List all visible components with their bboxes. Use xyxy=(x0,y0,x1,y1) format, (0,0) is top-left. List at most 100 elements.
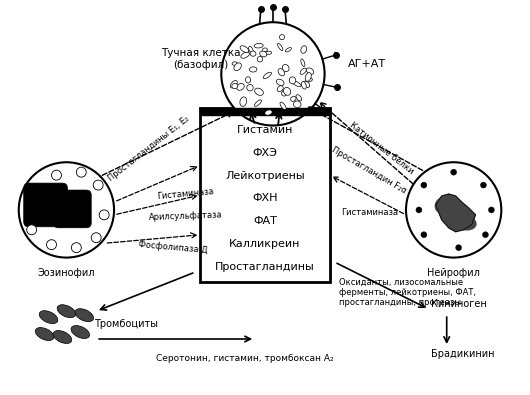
Ellipse shape xyxy=(39,310,58,324)
Text: Кининоген: Кининоген xyxy=(431,299,487,309)
Ellipse shape xyxy=(284,87,291,95)
Ellipse shape xyxy=(234,63,241,71)
Ellipse shape xyxy=(257,56,263,62)
Text: Катионные белки: Катионные белки xyxy=(348,120,415,176)
Ellipse shape xyxy=(281,90,287,96)
Ellipse shape xyxy=(237,83,244,90)
Circle shape xyxy=(26,225,37,235)
Ellipse shape xyxy=(240,46,249,53)
Ellipse shape xyxy=(300,68,306,74)
Ellipse shape xyxy=(290,96,296,102)
Circle shape xyxy=(421,232,427,238)
Text: Оксиданты, лизосомальные
ферменты, лейкотриены, ФАТ,
простагландины, протеазы: Оксиданты, лизосомальные ферменты, лейко… xyxy=(340,277,476,307)
Bar xyxy=(200,108,330,115)
Ellipse shape xyxy=(245,77,251,83)
Ellipse shape xyxy=(296,95,302,101)
Text: Эозинофил: Эозинофил xyxy=(38,267,95,278)
Ellipse shape xyxy=(241,52,250,58)
Circle shape xyxy=(406,162,501,258)
Text: Гистаминаза: Гистаминаза xyxy=(341,209,398,217)
Circle shape xyxy=(222,22,324,126)
Ellipse shape xyxy=(255,88,263,96)
Ellipse shape xyxy=(57,305,76,318)
Circle shape xyxy=(456,245,462,250)
Ellipse shape xyxy=(301,46,307,53)
Text: Простагландины Е₁, Е₂: Простагландины Е₁, Е₂ xyxy=(107,114,191,183)
Circle shape xyxy=(482,232,489,238)
Text: Серотонин, гистамин, тромбоксан А₂: Серотонин, гистамин, тромбоксан А₂ xyxy=(156,354,333,363)
Circle shape xyxy=(72,243,81,253)
Ellipse shape xyxy=(250,51,256,56)
Ellipse shape xyxy=(263,72,271,79)
Ellipse shape xyxy=(292,81,301,87)
Ellipse shape xyxy=(264,51,271,55)
Text: Гистаминаза: Гистаминаза xyxy=(157,187,215,201)
Text: АГ+АТ: АГ+АТ xyxy=(348,59,386,69)
Text: Тучная клетка
(базофил): Тучная клетка (базофил) xyxy=(161,48,240,70)
Circle shape xyxy=(51,170,61,180)
Text: Гистамин: Гистамин xyxy=(237,125,293,135)
Ellipse shape xyxy=(306,68,314,74)
FancyBboxPatch shape xyxy=(24,183,67,227)
Circle shape xyxy=(481,182,487,188)
FancyBboxPatch shape xyxy=(54,190,91,228)
Ellipse shape xyxy=(254,43,263,48)
Text: ФАТ: ФАТ xyxy=(253,216,277,226)
Ellipse shape xyxy=(278,69,285,76)
Ellipse shape xyxy=(262,48,267,52)
Ellipse shape xyxy=(277,86,283,92)
Text: Простагландин F₂α: Простагландин F₂α xyxy=(330,145,408,195)
Ellipse shape xyxy=(247,85,253,91)
Ellipse shape xyxy=(435,196,456,214)
Circle shape xyxy=(76,167,86,177)
Ellipse shape xyxy=(232,83,238,88)
Ellipse shape xyxy=(71,325,90,339)
Text: Нейрофил: Нейрофил xyxy=(427,267,480,278)
Bar xyxy=(200,108,330,282)
Circle shape xyxy=(421,182,427,188)
Text: Брадикинин: Брадикинин xyxy=(431,349,494,359)
Ellipse shape xyxy=(232,62,237,65)
Ellipse shape xyxy=(303,81,310,87)
Circle shape xyxy=(450,169,457,175)
Text: Простагландины: Простагландины xyxy=(215,262,315,272)
Ellipse shape xyxy=(278,43,283,51)
Ellipse shape xyxy=(75,308,94,322)
Ellipse shape xyxy=(276,79,284,85)
Ellipse shape xyxy=(265,110,272,115)
Ellipse shape xyxy=(240,97,246,106)
Ellipse shape xyxy=(280,102,286,110)
Text: ФХЭ: ФХЭ xyxy=(252,148,278,158)
Ellipse shape xyxy=(302,81,306,89)
Ellipse shape xyxy=(289,77,296,84)
Circle shape xyxy=(416,207,422,213)
Circle shape xyxy=(489,207,494,213)
Ellipse shape xyxy=(294,101,301,107)
Ellipse shape xyxy=(305,73,311,81)
Ellipse shape xyxy=(254,100,261,106)
Circle shape xyxy=(93,180,103,190)
Circle shape xyxy=(19,162,114,258)
Ellipse shape xyxy=(285,48,292,52)
Polygon shape xyxy=(436,194,475,232)
Text: Арилсульфатаза: Арилсульфатаза xyxy=(148,210,223,222)
Ellipse shape xyxy=(301,59,305,66)
Ellipse shape xyxy=(306,78,312,82)
Ellipse shape xyxy=(36,327,54,340)
Ellipse shape xyxy=(249,47,253,53)
Text: Тромбоциты: Тромбоциты xyxy=(94,319,158,329)
Ellipse shape xyxy=(231,81,237,88)
Ellipse shape xyxy=(282,64,289,72)
Text: Калликреин: Калликреин xyxy=(229,239,301,249)
Circle shape xyxy=(91,233,101,243)
Text: ФХН: ФХН xyxy=(252,194,278,203)
Circle shape xyxy=(99,210,109,220)
Ellipse shape xyxy=(250,67,257,72)
Ellipse shape xyxy=(260,51,267,57)
Ellipse shape xyxy=(279,35,285,40)
Ellipse shape xyxy=(53,331,72,344)
Ellipse shape xyxy=(451,213,476,230)
Text: Фосфолипаза Д: Фосфолипаза Д xyxy=(138,240,208,255)
Text: Лейкотриены: Лейкотриены xyxy=(225,171,305,181)
Circle shape xyxy=(47,240,57,250)
